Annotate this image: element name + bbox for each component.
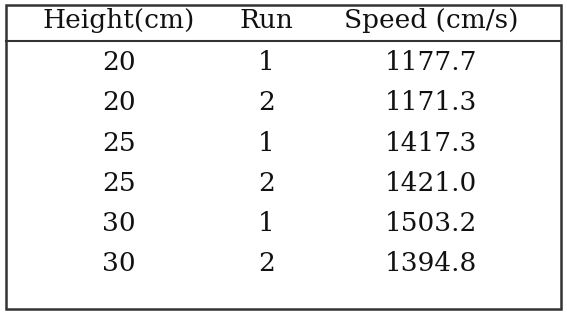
Text: 30: 30 — [102, 211, 136, 236]
Text: 1421.0: 1421.0 — [385, 171, 477, 196]
Text: 25: 25 — [102, 171, 136, 196]
Text: 2: 2 — [258, 251, 275, 276]
Text: Height(cm): Height(cm) — [43, 8, 195, 33]
Text: 1177.7: 1177.7 — [384, 50, 477, 75]
Text: 1171.3: 1171.3 — [385, 90, 477, 116]
Text: 2: 2 — [258, 90, 275, 116]
Text: Speed (cm/s): Speed (cm/s) — [344, 8, 518, 33]
Text: 1394.8: 1394.8 — [385, 251, 477, 276]
Text: 20: 20 — [102, 50, 136, 75]
Text: 20: 20 — [102, 90, 136, 116]
Text: 1: 1 — [258, 131, 275, 156]
Text: 1: 1 — [258, 50, 275, 75]
Text: 1417.3: 1417.3 — [385, 131, 477, 156]
Text: 30: 30 — [102, 251, 136, 276]
Text: 2: 2 — [258, 171, 275, 196]
Text: 1: 1 — [258, 211, 275, 236]
Text: 25: 25 — [102, 131, 136, 156]
Text: Run: Run — [239, 8, 294, 33]
Text: 1503.2: 1503.2 — [385, 211, 477, 236]
